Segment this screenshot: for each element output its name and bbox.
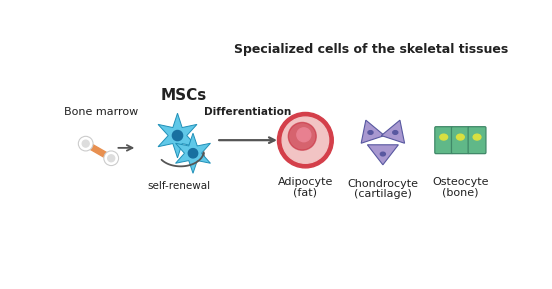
- Circle shape: [104, 151, 119, 166]
- Polygon shape: [368, 145, 399, 165]
- Text: Specialized cells of the skeletal tissues: Specialized cells of the skeletal tissue…: [234, 43, 508, 56]
- Circle shape: [278, 112, 333, 168]
- Polygon shape: [176, 133, 210, 173]
- Text: self-renewal: self-renewal: [147, 181, 211, 191]
- Circle shape: [282, 117, 328, 163]
- Ellipse shape: [368, 131, 373, 134]
- FancyBboxPatch shape: [468, 127, 486, 154]
- Circle shape: [172, 130, 183, 141]
- Ellipse shape: [440, 134, 448, 140]
- Ellipse shape: [393, 131, 398, 134]
- Circle shape: [108, 155, 115, 162]
- Polygon shape: [158, 113, 197, 158]
- Text: Osteocyte: Osteocyte: [432, 177, 489, 187]
- Ellipse shape: [473, 134, 481, 140]
- Ellipse shape: [457, 134, 464, 140]
- Text: (cartilage): (cartilage): [354, 190, 412, 199]
- Circle shape: [188, 149, 198, 158]
- Text: Differentiation: Differentiation: [204, 108, 291, 117]
- Text: (bone): (bone): [442, 188, 479, 198]
- Circle shape: [297, 128, 311, 142]
- FancyBboxPatch shape: [452, 127, 469, 154]
- Text: Chondrocyte: Chondrocyte: [347, 179, 418, 189]
- Text: (fat): (fat): [293, 188, 317, 198]
- Circle shape: [78, 136, 93, 151]
- Polygon shape: [361, 120, 384, 143]
- Circle shape: [288, 123, 316, 150]
- Circle shape: [82, 140, 89, 147]
- Bar: [84, 141, 113, 161]
- Text: Bone marrow: Bone marrow: [65, 108, 139, 117]
- Polygon shape: [381, 120, 405, 143]
- Text: Adipocyte: Adipocyte: [278, 177, 333, 187]
- Ellipse shape: [380, 152, 385, 156]
- FancyBboxPatch shape: [435, 127, 453, 154]
- Text: MSCs: MSCs: [161, 88, 207, 103]
